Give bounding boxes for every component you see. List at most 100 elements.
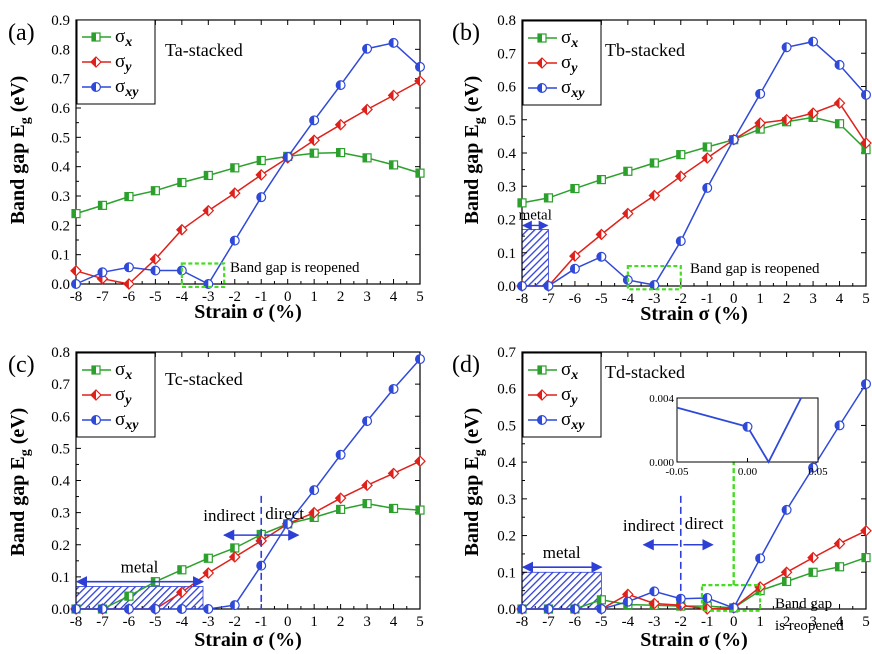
legend-marker-fill bbox=[537, 390, 542, 400]
sigma-y-point-fill bbox=[781, 567, 787, 578]
gap-reopened-box bbox=[700, 584, 762, 612]
sigma-x-point-fill bbox=[230, 543, 235, 552]
panel-tc-stacked: -8 -7 -6 -5 -4 -3 -2 -1 0 1 2 3 4 5 0.0 0.1 0.2 0.3 0.4 0.5… bbox=[7, 345, 426, 651]
legend-marker-fill bbox=[538, 34, 542, 42]
x-tick-label: -2 bbox=[229, 614, 242, 630]
sigma-xy-point-fill bbox=[389, 38, 394, 48]
metal-region bbox=[521, 229, 549, 287]
sigma-x-point-fill bbox=[363, 499, 368, 508]
sigma-y-point-fill bbox=[755, 581, 761, 592]
sigma-x-point-fill bbox=[835, 562, 840, 571]
sigma-xy-point-fill bbox=[808, 463, 814, 473]
sigma-y-point-fill bbox=[808, 108, 814, 119]
sigma-x-point-fill bbox=[204, 171, 209, 180]
gap-reopened-text-line2: is reopened bbox=[775, 618, 844, 634]
legend-entry: σxy bbox=[561, 77, 585, 101]
x-tick-label: -7 bbox=[96, 614, 109, 630]
sigma-x-point-fill bbox=[597, 175, 602, 184]
x-tick-label: -1 bbox=[701, 614, 714, 630]
sigma-xy-point-fill bbox=[98, 604, 103, 614]
x-tick-label: -1 bbox=[255, 289, 268, 305]
sigma-xy-point-fill bbox=[230, 600, 235, 610]
legend-marker-fill bbox=[538, 366, 542, 374]
sigma-x-point-fill bbox=[597, 595, 602, 604]
indirect-label: indirect bbox=[203, 506, 255, 525]
x-tick-label: -8 bbox=[516, 291, 529, 307]
y-tick-label: 0.3 bbox=[51, 189, 70, 205]
sigma-xy-point-fill bbox=[177, 604, 182, 614]
y-tick-label: 0.8 bbox=[51, 42, 70, 58]
sigma-y-point-fill bbox=[256, 535, 262, 546]
x-tick-label: -6 bbox=[569, 291, 582, 307]
sigma-xy-point-fill bbox=[623, 275, 628, 285]
sigma-xy-point-fill bbox=[389, 384, 394, 394]
sigma-y-point-fill bbox=[229, 551, 235, 562]
x-tick-label: -5 bbox=[149, 614, 162, 630]
sigma-y-point-fill bbox=[335, 119, 341, 130]
y-tick-label: 0.6 bbox=[51, 409, 70, 425]
sigma-y-point-fill bbox=[596, 229, 602, 240]
legend-entry: σx bbox=[115, 26, 132, 50]
sigma-xy-point-fill bbox=[808, 37, 814, 47]
y-tick-label: 0.4 bbox=[497, 455, 516, 471]
y-axis-label: Band gap Eg (eV) bbox=[7, 76, 33, 225]
legend-entry: σy bbox=[115, 384, 132, 408]
sigma-x-point-fill bbox=[230, 163, 235, 172]
x-tick-label: 0 bbox=[730, 291, 738, 307]
x-tick-label: -3 bbox=[202, 614, 215, 630]
legend-marker-fill bbox=[92, 366, 96, 374]
panel-tb-stacked: -8 -7 -6 -5 -4 -3 -2 -1 0 1 2 3 4 5 0.0 0.1 0.2 0.3 0.4 0.5… bbox=[452, 13, 872, 325]
sigma-y-point-fill bbox=[388, 90, 394, 101]
sigma-y-point-fill bbox=[569, 251, 575, 262]
sigma-x-point-fill bbox=[862, 145, 866, 154]
legend-marker-fill bbox=[91, 390, 96, 400]
x-tick-label: -6 bbox=[123, 614, 136, 630]
legend-marker-fill bbox=[92, 33, 96, 41]
y-tick-label: 0.2 bbox=[497, 529, 516, 545]
gap-reopened-box bbox=[180, 262, 226, 289]
x-tick-label: 2 bbox=[337, 614, 345, 630]
panel-td-stacked: -8 -7 -6 -5 -4 -3 -2 -1 0 1 2 3 4 5 0.0 0.1 0.2 0.3 0.4 0.5… bbox=[452, 345, 872, 651]
x-tick-label: 3 bbox=[363, 614, 371, 630]
sigma-x-point-fill bbox=[809, 568, 814, 577]
x-tick-label: 1 bbox=[756, 291, 764, 307]
legend-entry: σx bbox=[115, 359, 132, 383]
x-tick-label: -1 bbox=[255, 614, 268, 630]
y-tick-label: 0.2 bbox=[51, 538, 70, 554]
y-tick-label: 0.5 bbox=[51, 130, 70, 146]
sigma-xy-point-fill bbox=[309, 115, 315, 125]
x-tick-label: -4 bbox=[176, 614, 189, 630]
inset-y-tick-label: 0.004 bbox=[649, 393, 674, 405]
gap-reopened-text-line1: Band gap bbox=[775, 596, 832, 612]
sigma-xy-point-fill bbox=[336, 80, 341, 90]
legend-marker-fill bbox=[537, 415, 542, 425]
x-tick-label: 4 bbox=[390, 289, 398, 305]
x-axis-label: Strain σ (%) bbox=[194, 301, 302, 323]
sigma-x-point-fill bbox=[177, 565, 182, 574]
panel-title: Ta-stacked bbox=[165, 40, 243, 60]
x-tick-label: 3 bbox=[809, 291, 817, 307]
y-tick-label: 0.6 bbox=[497, 80, 516, 96]
sigma-xy-point-fill bbox=[71, 279, 76, 289]
y-tick-label: 0.8 bbox=[51, 345, 70, 361]
sigma-y-point-fill bbox=[335, 493, 341, 504]
y-tick-label: 0.5 bbox=[51, 441, 70, 457]
sigma-y-point-fill bbox=[415, 76, 420, 87]
x-tick-label: -7 bbox=[542, 291, 555, 307]
sigma-x-point-fill bbox=[389, 160, 394, 169]
x-tick-label: -5 bbox=[149, 289, 162, 305]
sigma-y-point-fill bbox=[176, 587, 182, 598]
x-tick-label: -8 bbox=[516, 614, 529, 630]
y-tick-label: 0.6 bbox=[497, 382, 516, 398]
y-tick-label: 0.7 bbox=[497, 345, 516, 361]
x-tick-label: 4 bbox=[390, 614, 398, 630]
sigma-xy-point-fill bbox=[861, 379, 866, 389]
sigma-x-point-fill bbox=[72, 209, 76, 218]
metal-label: metal bbox=[543, 543, 581, 562]
sigma-y-point-fill bbox=[781, 114, 787, 125]
x-axis-label: Strain σ (%) bbox=[194, 629, 302, 651]
legend-marker-fill bbox=[537, 83, 542, 93]
sigma-xy-point-fill bbox=[71, 604, 76, 614]
sigma-xy-point-fill bbox=[362, 44, 368, 54]
sigma-xy-point-fill bbox=[150, 604, 156, 614]
